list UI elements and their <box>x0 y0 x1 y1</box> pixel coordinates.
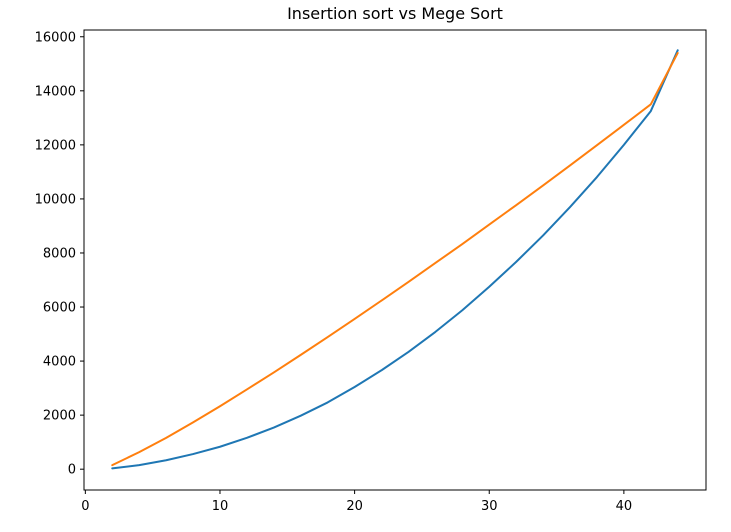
y-tick-label: 4000 <box>43 355 76 370</box>
chart-title: Insertion sort vs Mege Sort <box>287 4 503 23</box>
series-lines <box>111 49 679 470</box>
y-tick-label: 2000 <box>43 409 76 424</box>
y-tick-label: 10000 <box>35 192 76 207</box>
y-tick-label: 16000 <box>35 30 76 45</box>
y-tick-label: 12000 <box>35 138 76 153</box>
y-tick-label: 6000 <box>43 301 76 316</box>
x-tick-label: 40 <box>616 499 633 514</box>
series-line-1 <box>111 49 679 470</box>
series-line-2 <box>111 51 679 467</box>
x-axis: 0 10 20 30 40 <box>81 490 632 514</box>
y-axis: 0 2000 4000 6000 8000 10000 12000 14000 16000 <box>35 30 84 478</box>
x-tick-label: 10 <box>212 499 229 514</box>
y-tick-label: 14000 <box>35 84 76 99</box>
plot-area <box>83 29 707 491</box>
x-tick-label: 0 <box>81 499 89 514</box>
y-tick-label: 8000 <box>43 246 76 261</box>
x-tick-label: 30 <box>481 499 498 514</box>
y-tick-label: 0 <box>68 463 76 478</box>
x-tick-label: 20 <box>346 499 363 514</box>
